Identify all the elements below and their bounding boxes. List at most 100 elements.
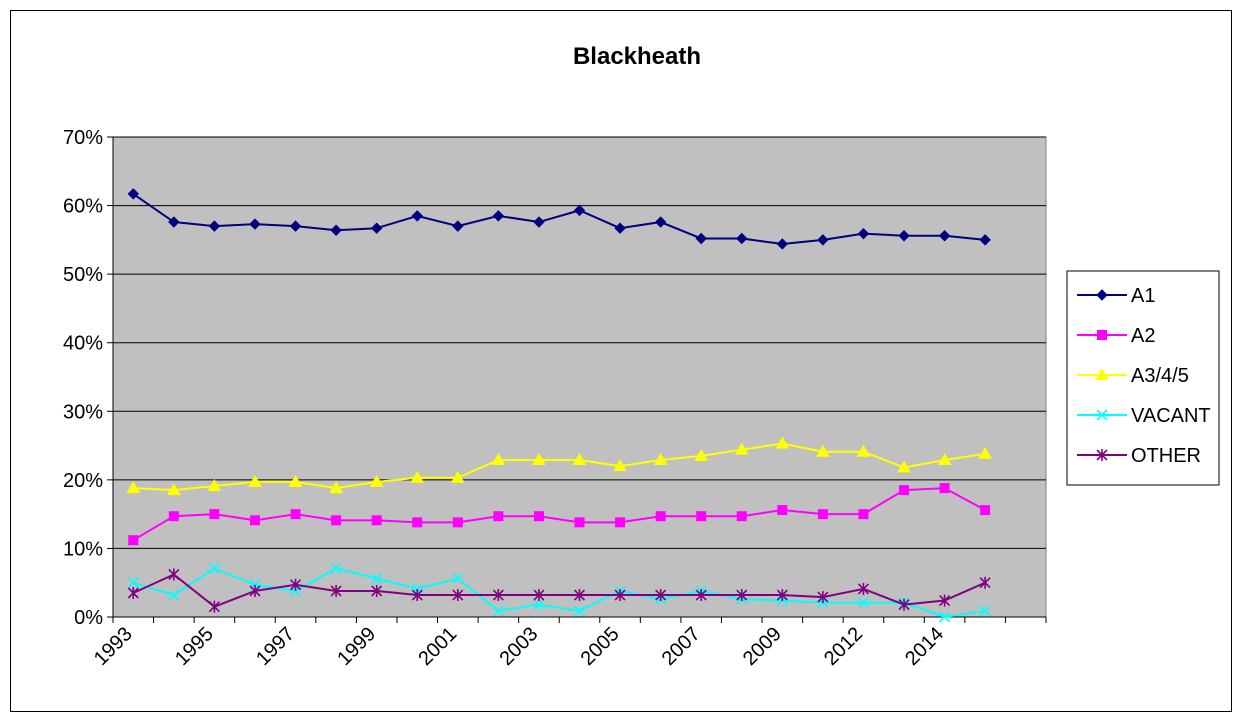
data-point-vacant [573, 605, 586, 617]
data-point-a1 [411, 210, 423, 222]
legend-box [1066, 270, 1220, 486]
data-point-a1 [938, 230, 951, 242]
marker-stroke [939, 611, 951, 623]
data-point-vacant [857, 597, 870, 609]
data-point-other [979, 576, 991, 589]
data-point-other [249, 584, 261, 597]
chart-title: Blackheath [573, 43, 701, 70]
data-point-a2 [533, 511, 544, 522]
data-point-vacant [330, 562, 342, 574]
y-tick-label: 0% [74, 607, 103, 629]
data-point-a3-4-5 [734, 442, 749, 455]
marker-stroke [330, 562, 342, 574]
legend-entry-other: OTHER [1077, 445, 1201, 467]
marker-stroke [127, 577, 139, 589]
data-point-other [289, 578, 302, 591]
data-point-other [695, 589, 707, 602]
legend-marker [1096, 449, 1108, 461]
data-point-other [492, 589, 504, 602]
data-point-a1 [776, 238, 789, 250]
data-point-other [168, 568, 180, 581]
y-tick-label: 40% [63, 333, 103, 355]
legend: A1 A2 A3/4/5 VACANT OTHER [1066, 270, 1220, 486]
data-point-a1 [736, 232, 748, 245]
data-point-a3-4-5 [207, 479, 222, 492]
data-point-vacant [452, 573, 464, 585]
y-tick-label: 30% [63, 401, 103, 423]
plot-background [112, 136, 1047, 618]
data-point-a2 [777, 505, 788, 516]
data-point-a2 [168, 511, 179, 522]
data-point-a3-4-5 [532, 452, 546, 465]
data-point-a1 [654, 216, 667, 228]
marker-stroke [168, 589, 180, 601]
data-point-vacant [979, 605, 991, 617]
data-point-a3-4-5 [491, 452, 506, 465]
y-tick-label: 70% [63, 127, 103, 149]
legend-entry-a1: A1 [1077, 285, 1155, 307]
data-point-a1 [533, 216, 545, 228]
data-point-a1 [614, 222, 626, 234]
data-point-a1 [452, 220, 464, 232]
x-tick-label: 2005 [577, 623, 624, 670]
legend-label: VACANT [1131, 405, 1211, 427]
data-point-a2 [858, 509, 869, 520]
data-point-vacant [127, 577, 139, 589]
legend-marker [1095, 367, 1109, 380]
data-point-a2 [493, 511, 504, 522]
data-point-a3-4-5 [856, 444, 871, 457]
data-point-a2 [655, 511, 666, 522]
x-tick-label: 1997 [252, 623, 299, 670]
data-point-a3-4-5 [410, 470, 425, 483]
data-point-other [614, 589, 626, 602]
x-tick-label: 2001 [414, 623, 461, 670]
data-point-other [371, 584, 383, 597]
marker-stroke [208, 562, 220, 574]
data-point-a1 [168, 216, 180, 228]
y-tick-label: 50% [63, 264, 103, 286]
data-point-a3-4-5 [775, 436, 790, 449]
series-a1 [127, 188, 991, 250]
data-point-other [898, 598, 910, 611]
data-point-a2 [939, 483, 950, 494]
data-point-a3-4-5 [694, 448, 709, 461]
data-point-a2 [412, 517, 423, 528]
marker-stroke [857, 597, 870, 609]
data-point-a3-4-5 [653, 452, 668, 465]
marker-stroke [452, 573, 464, 585]
legend-label: A1 [1131, 285, 1155, 307]
data-point-a3-4-5 [897, 460, 911, 473]
legend-marker [1097, 330, 1107, 340]
data-point-a2 [331, 515, 342, 526]
legend-marker [1096, 409, 1108, 421]
series-other [127, 568, 991, 613]
x-tick-label: 2003 [495, 623, 542, 670]
data-point-a1 [370, 222, 383, 234]
data-point-other [776, 589, 788, 602]
data-point-a1 [573, 204, 586, 217]
series-line-a3-4-5 [133, 442, 986, 492]
data-point-a2 [817, 509, 828, 520]
data-point-a3-4-5 [450, 470, 465, 483]
data-point-other [127, 587, 139, 599]
data-point-vacant [371, 573, 383, 585]
legend-marker [1096, 289, 1108, 301]
data-point-vacant [208, 562, 220, 574]
legend-label: OTHER [1131, 445, 1201, 467]
y-tick-label: 10% [63, 538, 103, 560]
data-point-a1 [695, 232, 707, 245]
data-point-a1 [127, 188, 139, 200]
x-tick-label: 1999 [333, 623, 380, 670]
data-point-a3-4-5 [288, 474, 303, 487]
data-point-a1 [208, 220, 221, 232]
data-point-a3-4-5 [126, 481, 141, 494]
data-point-a3-4-5 [572, 452, 587, 465]
data-point-a3-4-5 [816, 444, 830, 457]
series-line-other [132, 573, 986, 608]
data-point-vacant [168, 589, 180, 601]
data-point-a3-4-5 [248, 474, 262, 487]
data-point-other [817, 591, 829, 604]
marker-stroke [371, 573, 383, 585]
y-tick-label: 20% [63, 470, 103, 492]
data-point-a3-4-5 [369, 474, 384, 487]
